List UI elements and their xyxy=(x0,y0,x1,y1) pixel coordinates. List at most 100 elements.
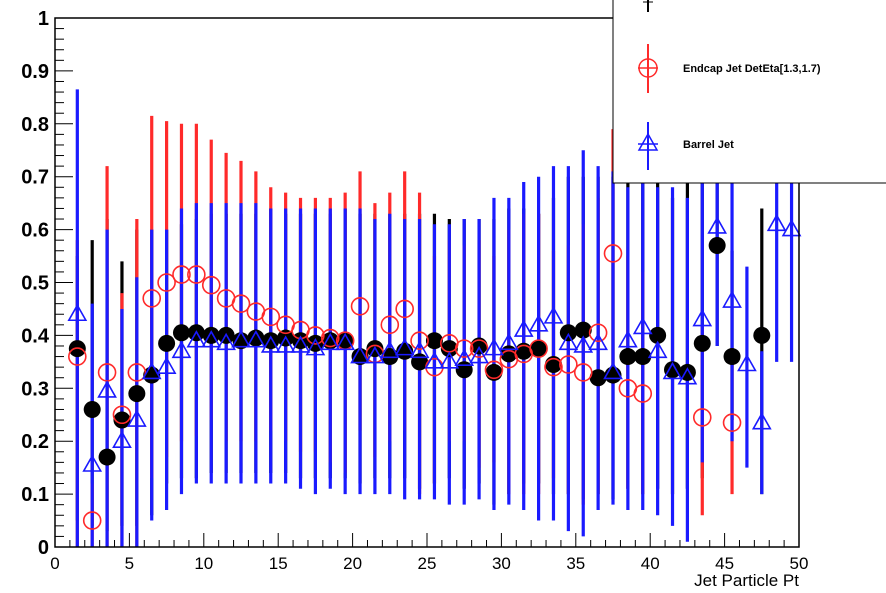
x-tick-label: 10 xyxy=(194,554,213,573)
blue-open-triangle-marker xyxy=(171,340,192,359)
red-open-circle-marker xyxy=(484,360,504,380)
blue-open-triangle-marker xyxy=(751,412,772,430)
black-dot-marker xyxy=(723,348,741,366)
markers-layer xyxy=(67,213,802,530)
blue-open-triangle-marker xyxy=(662,361,683,380)
red-open-circle-marker xyxy=(231,294,251,313)
x-tick-label: 5 xyxy=(125,554,134,573)
black-dot-marker xyxy=(455,361,473,379)
blue-open-triangle-marker xyxy=(156,356,177,374)
blue-open-triangle-marker xyxy=(439,351,460,369)
black-dot-marker xyxy=(128,385,146,403)
red-open-circle-marker xyxy=(529,339,548,358)
black-dot-marker xyxy=(574,321,592,339)
blue-open-triangle-marker xyxy=(97,380,117,398)
blue-open-triangle-marker xyxy=(618,330,638,348)
y-tick-label: 0 xyxy=(38,537,49,559)
blue-open-triangle-marker xyxy=(260,335,281,353)
y-tick-label: 0.1 xyxy=(21,484,49,506)
blue-open-triangle-marker xyxy=(454,348,475,367)
x-tick-label: 35 xyxy=(566,554,585,573)
legend-entry-endcap: Endcap Jet DetEta[1.3,1.7) xyxy=(638,44,821,93)
blue-open-triangle-marker xyxy=(290,335,311,353)
blue-open-triangle-marker xyxy=(335,332,356,351)
blue-open-triangle-marker xyxy=(573,335,594,353)
blue-open-triangle-marker xyxy=(305,338,326,356)
y-tick-label: 0.3 xyxy=(21,378,49,400)
blue-open-triangle-marker xyxy=(275,335,296,353)
blue-open-triangle-marker xyxy=(558,332,579,351)
black-dot-marker xyxy=(351,348,369,366)
blue-open-triangle-marker xyxy=(692,308,713,327)
black-dot-marker xyxy=(425,332,443,350)
black-dot-marker xyxy=(158,334,176,352)
red-open-circle-marker xyxy=(127,363,147,382)
y-tick-label: 1 xyxy=(38,8,49,30)
x-tick-label: 0 xyxy=(50,554,59,573)
blue-open-triangle-marker xyxy=(781,218,802,237)
red-open-circle-marker xyxy=(68,347,87,366)
blue-open-triangle-marker xyxy=(82,454,103,472)
blue-open-triangle-marker xyxy=(126,409,147,427)
blue-open-triangle-marker xyxy=(707,216,728,234)
blue-open-triangle-marker xyxy=(112,430,132,449)
blue-open-triangle-marker xyxy=(588,332,608,351)
red-open-circle-marker xyxy=(454,339,474,358)
red-open-circle-marker xyxy=(588,323,608,343)
legend-box xyxy=(612,0,886,184)
legend-entry-top-cut xyxy=(643,0,653,12)
red-open-circle-marker xyxy=(320,328,340,348)
blue-open-triangle-marker xyxy=(246,330,266,348)
y-tick-label: 0.6 xyxy=(21,220,49,242)
red-open-circle-marker xyxy=(82,511,102,530)
black-dot-marker xyxy=(98,448,116,466)
black-dot-marker xyxy=(649,326,667,344)
red-open-circle-marker xyxy=(410,331,429,350)
x-tick-label: 20 xyxy=(343,554,362,573)
red-open-circle-marker xyxy=(603,244,623,263)
blue-open-triangle-marker xyxy=(722,290,742,308)
blue-open-triangle-marker xyxy=(513,319,534,337)
y-tick-label: 0.5 xyxy=(21,273,49,295)
x-tick-label: 50 xyxy=(790,554,809,573)
black-dot-marker xyxy=(247,329,265,347)
red-open-circle-marker xyxy=(469,339,489,358)
red-open-circle-marker xyxy=(306,326,325,345)
legend-label-endcap: Endcap Jet DetEta[1.3,1.7) xyxy=(683,63,821,75)
y-tick-label: 0.9 xyxy=(21,61,49,83)
black-dot-marker xyxy=(113,411,131,429)
black-dot-marker xyxy=(83,400,101,418)
black-dot-marker xyxy=(172,324,190,342)
axis-ticks xyxy=(54,17,800,548)
blue-open-triangle-marker xyxy=(632,316,653,335)
blue-open-triangle-marker xyxy=(543,306,564,324)
red-open-circle-marker xyxy=(201,275,221,295)
black-dot-marker xyxy=(634,348,652,366)
blue-open-triangle-marker xyxy=(498,332,519,351)
blue-open-triangle-marker xyxy=(186,330,207,348)
legend-entry-barrel: Barrel Jet xyxy=(637,122,734,170)
black-dot-marker xyxy=(530,340,548,358)
blue-open-triangle-marker xyxy=(216,332,236,351)
legend-open-circle-marker xyxy=(638,58,658,78)
blue-open-triangle-marker xyxy=(409,340,430,359)
blue-open-triangle-marker xyxy=(677,367,698,385)
black-dot-marker xyxy=(336,332,354,350)
black-dot-marker xyxy=(664,361,682,379)
blue-open-triangle-marker xyxy=(379,340,400,359)
x-tick-label: 45 xyxy=(715,554,734,573)
blue-open-triangle-marker xyxy=(469,345,489,364)
blue-open-triangle-marker xyxy=(737,353,757,372)
y-tick-label: 0.7 xyxy=(21,167,49,189)
x-tick-label: 15 xyxy=(269,554,288,573)
red-open-circle-marker xyxy=(172,265,191,284)
black-dot-marker xyxy=(589,369,607,387)
legend-open-triangle-marker xyxy=(637,132,659,151)
x-axis-tick-labels: 0 5 10 15 20 25 30 35 40 45 50 xyxy=(50,554,808,573)
x-tick-label: 25 xyxy=(418,554,437,573)
red-open-circle-marker xyxy=(350,297,370,316)
red-open-circle-marker xyxy=(559,355,578,374)
x-tick-label: 30 xyxy=(492,554,511,573)
black-dot-marker xyxy=(619,348,637,366)
